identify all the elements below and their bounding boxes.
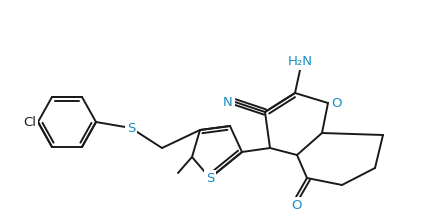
Text: Cl: Cl	[23, 116, 36, 128]
Text: S: S	[127, 122, 135, 135]
Text: O: O	[331, 97, 341, 110]
Text: N: N	[223, 95, 233, 108]
Text: O: O	[291, 199, 301, 212]
Text: H₂N: H₂N	[287, 55, 312, 68]
Text: S: S	[206, 171, 214, 184]
